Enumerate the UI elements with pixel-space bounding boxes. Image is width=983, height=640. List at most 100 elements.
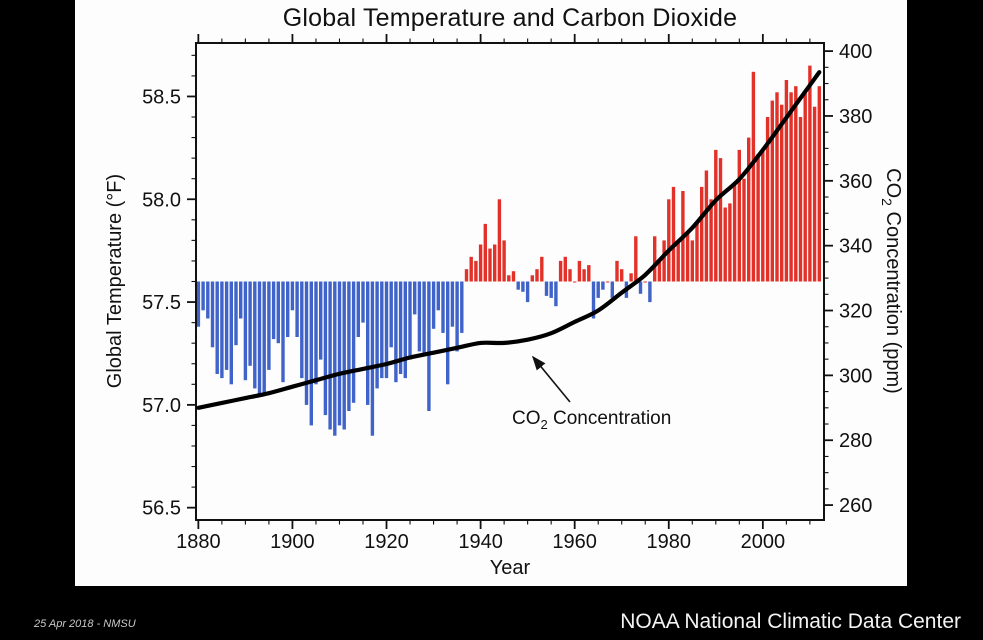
x-tick-label: 1960 [552,531,597,553]
temperature-bar [643,281,647,283]
chart-title: Global Temperature and Carbon Dioxide [282,4,738,32]
temperature-bar [723,207,727,282]
temperature-bar [714,149,718,282]
temperature-bar [742,178,746,282]
temperature-bar [770,100,774,282]
temperature-bar [253,281,257,389]
temperature-bar [493,244,497,282]
temperature-bar [676,240,680,282]
temperature-bar [196,281,201,327]
temperature-bar [337,281,342,426]
temperature-bar [780,104,784,282]
temperature-bar [290,281,295,311]
chart-root: 56.5 57.0 57.5 58.0 58.5 260 280 300 320 340 360 38… [104,34,904,579]
temperature-bar [309,281,313,426]
temperature-bar [610,281,614,298]
temperature-bar [544,281,549,296]
temperature-bar [582,269,586,282]
temperature-bar [685,232,690,282]
temperature-bar [737,149,741,282]
y-left-tick-label: 57.0 [142,395,181,417]
temperature-bar [709,199,713,282]
temperature-bar [206,281,210,319]
temperature-bar [328,281,332,430]
footer-attribution: NOAA National Climatic Data Center [620,610,961,633]
temperature-bar [648,281,652,303]
temperature-bar [798,117,803,282]
temperature-bar [427,281,431,411]
temperature-bar [765,117,770,282]
temperature-bar [704,170,709,282]
temperature-bar [295,281,299,337]
x-axis-label: Year [490,557,531,579]
temperature-bar [662,240,666,282]
temperature-bar [271,281,276,340]
temperature-bar [398,281,403,374]
temperature-bar [319,281,323,360]
temperature-bar [224,281,229,370]
temperature-bar [220,281,224,379]
temperature-bar [511,271,516,282]
temperature-bar [605,281,610,283]
label-text: CO [882,168,904,198]
label-subscript: 2 [879,198,895,206]
label-subscript: 2 [541,417,548,432]
y-right-tick-label: 400 [839,41,872,63]
temperature-bars [196,65,821,436]
temperature-bar [732,182,737,282]
temperature-bar [351,281,356,403]
temperature-bar [464,269,469,282]
y-left-tick-label: 58.0 [142,189,181,211]
temperature-bar [803,92,807,282]
temperature-bar [784,80,789,282]
temperature-bar [229,281,233,385]
y-right-axis-label: CO2 Concentration (ppm) [879,168,904,394]
temperature-bar [653,236,657,282]
temperature-bar [638,281,643,294]
temperature-bar [497,199,502,282]
temperature-bar [789,92,793,282]
temperature-bar [281,281,285,383]
annotation-arrow [531,355,571,403]
x-tick-label: 1980 [647,531,692,553]
temperature-bar [370,281,375,436]
temperature-bar [728,203,732,282]
temperature-bar [657,260,662,282]
label-text: Concentration [548,408,672,429]
temperature-bar [558,260,563,282]
temperature-bar [314,281,318,385]
temperature-bar [808,65,812,282]
temperature-bar [394,281,398,383]
annotation-co2-label: CO2 Concentration [512,408,671,432]
y-right-tick-label: 340 [839,236,872,258]
y-right-tick-label: 260 [839,495,872,517]
temperature-bar [502,240,506,282]
temperature-bar [431,281,436,329]
temperature-bar [243,281,248,381]
co2-line [196,70,822,410]
temperature-bar [516,281,520,290]
temperature-bar [756,154,760,282]
temperature-bar [521,281,525,292]
temperature-bar [262,281,266,393]
temperature-bar [690,240,694,282]
temperature-bar [554,281,558,307]
temperature-bar [422,281,426,356]
temperature-bar [286,281,290,337]
chart-panel: Global Temperature and Carbon Dioxide 56… [75,0,907,586]
temperature-bar [276,281,280,344]
temperature-bar [455,281,459,352]
temperature-bar [366,281,370,405]
temperature-bar [323,281,328,416]
y-right-tick-label: 380 [839,106,872,128]
temperature-bar [615,260,619,282]
temperature-bar [794,86,798,282]
footer-date: 25 Apr 2018 - NMSU [34,618,136,630]
y-left-tick-label: 56.5 [142,498,181,520]
temperature-bar [549,281,553,298]
temperature-bar [356,281,360,337]
temperature-bar [267,281,271,370]
temperature-bar [342,281,346,430]
temperature-bar [417,281,422,352]
